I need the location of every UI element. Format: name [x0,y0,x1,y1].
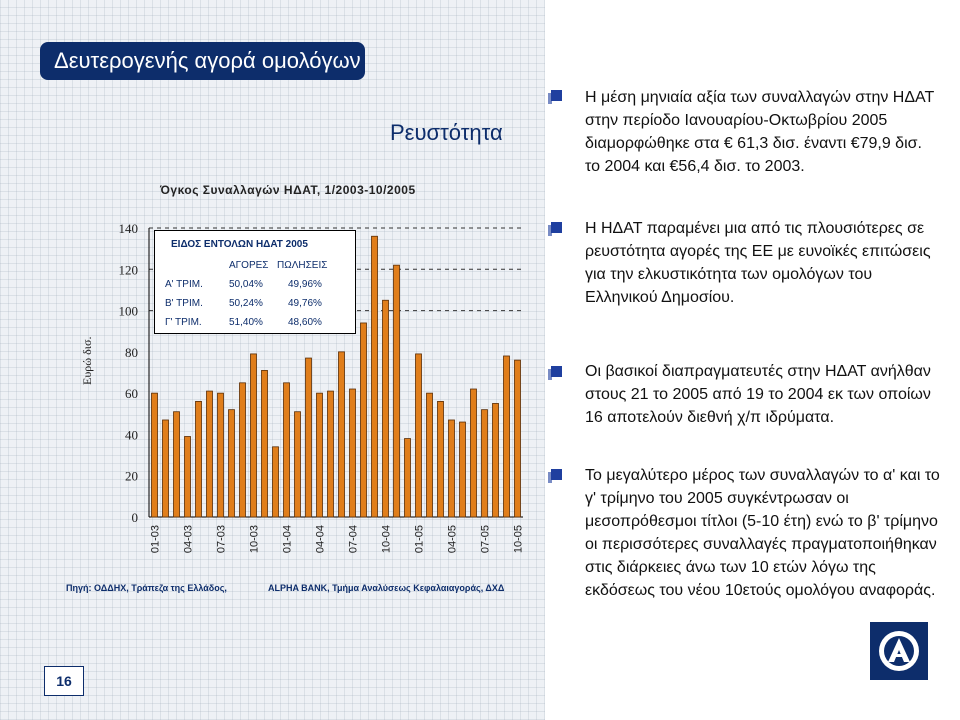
slide-title: Δευτερογενής αγορά ομολόγων [40,42,365,80]
bar [327,390,334,518]
bar [393,264,400,518]
bar [261,370,268,518]
orders-table-header: ΕΙΔΟΣ ΕΝΤΟΛΩΝ ΗΔΑΤ 2005 [171,239,308,250]
bar [503,355,510,518]
bar [448,419,455,518]
bar [437,400,444,518]
orders-table: ΕΙΔΟΣ ΕΝΤΟΛΩΝ ΗΔΑΤ 2005 ΑΓΟΡΕΣ ΠΩΛΗΣΕΙΣ … [154,230,356,334]
bar [294,411,301,518]
square-bullet-icon [548,90,562,104]
x-tick-label: 10-05 [513,525,525,553]
bar [459,421,466,518]
y-tick-label: 0 [132,510,139,525]
bar [173,411,180,518]
x-tick-label: 04-03 [183,525,195,553]
bar [470,388,477,518]
bar [371,235,378,518]
orders-row-label: Β' ΤΡΙΜ. [165,298,203,309]
bar [382,299,389,518]
chart-panel [0,0,545,720]
bar [151,392,158,518]
bar [492,403,499,518]
bullet-text: Η μέση μηνιαία αξία των συναλλαγών στην … [585,89,935,175]
bar [272,446,279,518]
square-bullet-icon [548,469,562,483]
bullet-text: Το μεγαλύτερο μέρος των συναλλαγών το α'… [585,467,940,599]
alpha-bank-logo-icon [870,622,928,680]
bar [162,419,169,518]
bar [514,359,521,518]
bar [349,388,356,518]
orders-row-buy: 51,40% [229,317,263,328]
bar [250,353,257,518]
x-tick-label: 04-04 [315,525,327,553]
y-tick-label: 140 [119,221,139,236]
bar [316,392,323,518]
x-tick-label: 07-03 [216,525,228,553]
y-tick-label: 120 [119,262,139,277]
x-tick-label: 07-04 [348,525,360,553]
bar [195,400,202,518]
bar [206,390,213,518]
x-tick-label: 10-04 [381,525,393,553]
page-number: 16 [44,666,84,696]
square-bullet-icon [548,366,562,380]
bar-chart: 0 20 40 60 80 100 120 140 01-03 04-03 07-03 10-03 01… [119,221,525,553]
bar [338,351,345,518]
bar [184,436,191,518]
bar [404,438,411,518]
y-tick-label: 60 [125,386,138,401]
x-tick-label: 01-04 [282,525,294,553]
bullet-text: Η ΗΔΑΤ παραμένει μια από τις πλουσιότερε… [585,220,931,306]
bar [481,409,488,518]
orders-row-label: Γ' ΤΡΙΜ. [165,317,202,328]
source-right: ALPHA BANK, Τμήμα Αναλύσεως Κεφαλαιαγορά… [268,583,505,593]
orders-row-buy: 50,04% [229,279,263,290]
bar [228,409,235,518]
square-bullet-icon [548,222,562,236]
bar [360,322,367,518]
x-tick-label: 04-05 [447,525,459,553]
y-tick-label: 40 [125,427,138,442]
bar [426,392,433,518]
y-tick-label: 100 [119,304,139,319]
orders-row-sell: 49,96% [288,279,322,290]
orders-row-buy: 50,24% [229,298,263,309]
bar [415,353,422,518]
bar [217,392,224,518]
orders-row-sell: 48,60% [288,317,322,328]
y-tick-label: 80 [125,345,138,360]
bar [305,357,312,518]
x-tick-label: 01-03 [150,525,162,553]
x-tick-label: 07-05 [480,525,492,553]
bar [283,382,290,518]
source-left: Πηγή: ΟΔΔΗΧ, Τράπεζα της Ελλάδος, [66,583,227,593]
orders-col-buy: ΑΓΟΡΕΣ [229,260,269,271]
bullet-text: Οι βασικοί διαπραγματευτές στην ΗΔΑΤ ανή… [585,363,931,426]
x-tick-label: 01-05 [414,525,426,553]
section-title: Ρευστότητα [390,120,503,145]
orders-row-label: Α' ΤΡΙΜ. [165,279,203,290]
y-tick-label: 20 [125,469,138,484]
orders-row-sell: 49,76% [288,298,322,309]
y-axis-label: Ευρώ δισ. [80,336,94,385]
orders-col-sell: ΠΩΛΗΣΕΙΣ [277,260,328,271]
x-tick-label: 10-03 [249,525,261,553]
bar [239,382,246,518]
chart-title: Όγκος Συναλλαγών ΗΔΑΤ, 1/2003-10/2005 [160,183,416,197]
